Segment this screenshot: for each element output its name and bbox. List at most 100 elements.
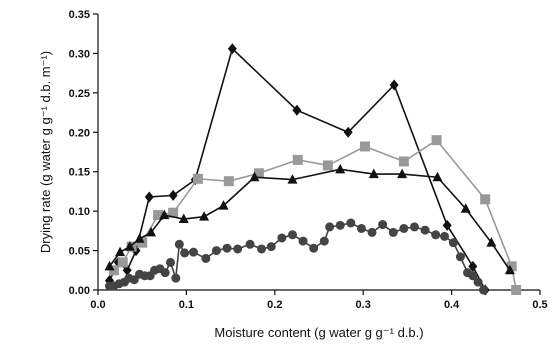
y-tick-label: 0.00 xyxy=(69,285,90,297)
data-point-circle xyxy=(478,285,488,295)
data-point-triangle xyxy=(249,171,260,182)
series-line xyxy=(108,47,486,291)
data-point-circle xyxy=(298,236,308,246)
data-point-circle xyxy=(473,277,483,287)
data-point-circle xyxy=(325,222,335,232)
data-point-circle xyxy=(440,231,450,241)
data-point-square xyxy=(322,160,333,171)
data-point-circle xyxy=(222,243,232,253)
data-point-square xyxy=(359,141,370,152)
y-tick-label: 0.35 xyxy=(69,9,90,21)
data-point-square xyxy=(223,176,234,187)
data-point-triangle xyxy=(134,233,145,243)
data-point-triangle xyxy=(287,174,298,184)
data-point-square xyxy=(480,194,491,205)
data-point-triangle xyxy=(199,211,210,221)
data-point-diamond xyxy=(168,189,178,201)
y-tick-label: 0.25 xyxy=(69,88,90,100)
series-square xyxy=(108,135,522,295)
data-point-circle xyxy=(245,239,255,249)
data-point-triangle xyxy=(504,264,515,275)
y-axis-label: Drying rate (g water g g⁻¹ d.b. m⁻¹) xyxy=(38,51,53,253)
data-point-square xyxy=(398,156,409,167)
data-point-circle xyxy=(367,227,377,237)
data-point-circle xyxy=(431,230,441,240)
series-diamond xyxy=(104,43,490,296)
data-point-triangle xyxy=(397,168,408,179)
data-point-square xyxy=(117,257,128,268)
data-point-circle xyxy=(160,268,170,278)
series-line xyxy=(108,168,511,271)
data-point-triangle xyxy=(218,200,229,210)
y-ticks: 0.00 0.05 0.10 0.15 0.20 0.25 0.30 0.35 xyxy=(69,9,98,297)
data-point-circle xyxy=(378,220,388,230)
data-point-circle xyxy=(180,248,190,258)
x-tick-label: 0.3 xyxy=(356,299,371,311)
data-point-square xyxy=(511,285,522,295)
data-point-circle xyxy=(309,243,319,253)
data-point-diamond xyxy=(144,191,154,203)
data-point-circle xyxy=(201,253,211,263)
y-tick-label: 0.30 xyxy=(69,48,90,60)
data-point-circle xyxy=(356,223,366,233)
x-tick-label: 0.4 xyxy=(444,299,460,311)
x-tick-label: 0.5 xyxy=(532,299,547,311)
data-point-circle xyxy=(409,222,419,232)
axes xyxy=(97,14,540,291)
data-point-circle xyxy=(165,257,175,267)
x-ticks: 0.0 0.1 0.2 0.3 0.4 0.5 xyxy=(90,290,548,311)
data-point-diamond xyxy=(292,104,302,116)
data-point-circle xyxy=(287,230,297,240)
data-point-circle xyxy=(319,236,329,246)
data-point-square xyxy=(431,135,442,146)
data-point-diamond xyxy=(227,43,237,55)
data-point-triangle xyxy=(432,171,443,182)
data-point-circle xyxy=(448,238,458,248)
data-point-triangle xyxy=(460,203,471,213)
data-point-diamond xyxy=(468,260,478,272)
y-tick-label: 0.10 xyxy=(69,206,90,218)
data-point-circle xyxy=(420,225,430,235)
y-tick-label: 0.20 xyxy=(69,127,90,139)
data-point-triangle xyxy=(146,226,157,237)
data-point-circle xyxy=(468,271,478,281)
data-point-triangle xyxy=(486,237,497,247)
data-point-circle xyxy=(174,239,184,249)
data-point-triangle xyxy=(335,163,346,174)
data-point-square xyxy=(168,207,179,218)
data-point-square xyxy=(506,261,517,272)
x-tick-label: 0.0 xyxy=(90,299,105,311)
series-triangle xyxy=(104,163,515,275)
data-point-circle xyxy=(388,227,398,237)
data-point-circle xyxy=(188,247,198,257)
series-layer xyxy=(104,43,522,296)
x-axis-label: Moisture content (g water g g⁻¹ d.b.) xyxy=(214,325,423,340)
y-tick-label: 0.05 xyxy=(69,246,90,258)
data-point-diamond xyxy=(442,219,452,231)
data-point-circle xyxy=(266,242,276,252)
data-point-diamond xyxy=(343,126,353,138)
data-point-circle xyxy=(335,220,345,230)
data-point-square xyxy=(192,173,203,184)
data-point-square xyxy=(292,154,303,165)
data-point-square xyxy=(253,168,264,179)
data-point-triangle xyxy=(159,209,170,220)
data-point-square xyxy=(153,210,164,221)
data-point-triangle xyxy=(104,260,115,271)
data-point-circle xyxy=(171,273,181,283)
data-point-triangle xyxy=(368,168,379,179)
data-point-triangle xyxy=(115,246,126,257)
data-point-circle xyxy=(257,244,267,254)
data-point-diamond xyxy=(122,264,132,276)
data-point-triangle xyxy=(178,213,189,224)
data-point-circle xyxy=(455,252,465,262)
x-tick-label: 0.2 xyxy=(267,299,282,311)
x-tick-label: 0.1 xyxy=(179,299,194,311)
y-tick-label: 0.15 xyxy=(69,167,90,179)
data-point-triangle xyxy=(124,241,135,251)
series-circle xyxy=(104,218,488,295)
data-point-circle xyxy=(399,223,409,233)
data-point-diamond xyxy=(389,79,399,91)
data-point-circle xyxy=(233,244,243,254)
